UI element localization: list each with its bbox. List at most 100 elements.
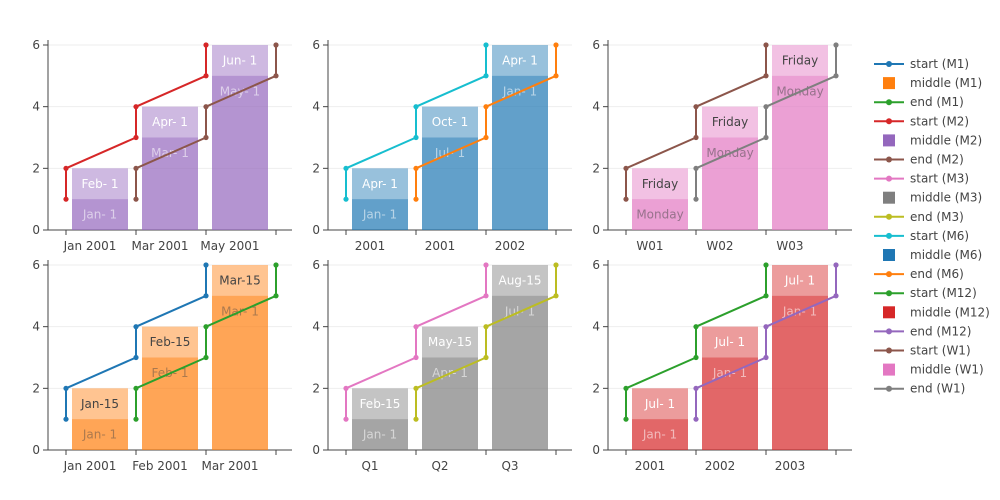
start-point — [693, 134, 699, 141]
end-point — [763, 134, 769, 141]
legend-bar-swatch — [883, 363, 895, 376]
bar-label: Friday — [642, 177, 678, 191]
x-tick-label: 2001 — [355, 239, 386, 253]
bar-inner-label: Monday — [636, 208, 683, 222]
legend-item: end (M2) — [874, 153, 964, 167]
legend-marker — [886, 385, 892, 392]
end-point — [693, 416, 699, 422]
start-point — [623, 385, 629, 391]
start-point — [133, 354, 139, 361]
x-tick-label: Q1 — [361, 459, 378, 473]
bar-label: Friday — [782, 53, 818, 67]
x-tick-label: Feb 2001 — [132, 459, 188, 473]
y-tick-label: 0 — [592, 223, 600, 237]
y-tick-label: 2 — [32, 381, 40, 395]
start-point — [763, 262, 769, 268]
end-point — [413, 196, 419, 202]
legend-item: middle (M3) — [883, 191, 982, 205]
bar-top-segment — [72, 168, 128, 200]
end-point — [203, 354, 209, 361]
x-tick-label: 2003 — [775, 459, 806, 473]
end-point — [133, 196, 139, 202]
x-tick-label: 2001 — [635, 459, 666, 473]
y-tick-label: 4 — [312, 320, 320, 334]
bar — [492, 45, 548, 230]
end-line — [695, 265, 837, 420]
start-point — [623, 416, 629, 422]
start-point — [133, 104, 139, 110]
legend-marker — [886, 347, 892, 354]
start-line — [65, 265, 207, 420]
start-point — [413, 104, 419, 110]
end-line — [135, 45, 277, 200]
bar-inner-label: Jan- 1 — [642, 428, 677, 442]
legend-item: middle (M1) — [883, 76, 982, 90]
bar-top-segment — [702, 326, 758, 358]
y-tick-label: 0 — [32, 443, 40, 457]
bar — [212, 45, 268, 230]
legend-marker — [886, 328, 892, 335]
start-point — [413, 324, 419, 330]
start-point — [763, 293, 769, 299]
y-tick-label: 6 — [312, 258, 320, 272]
legend-label: end (M12) — [910, 324, 971, 338]
start-point — [343, 196, 349, 202]
bar-top-segment — [142, 106, 198, 138]
x-tick-label: W02 — [706, 239, 733, 253]
legend-item: end (M12) — [874, 324, 971, 338]
bar — [142, 106, 198, 230]
legend-item: middle (W1) — [883, 363, 984, 377]
bar-label: Jul- 1 — [714, 335, 745, 349]
end-point — [833, 42, 839, 48]
start-point — [693, 104, 699, 110]
y-tick-label: 0 — [592, 443, 600, 457]
bar-inner-label: Jan- 1 — [82, 428, 117, 442]
x-tick-label: Q2 — [431, 459, 448, 473]
bar-top-segment — [72, 388, 128, 420]
end-point — [483, 354, 489, 361]
legend-item: end (M6) — [874, 267, 964, 281]
bar-top-segment — [212, 45, 268, 76]
legend-item: middle (M2) — [883, 133, 982, 147]
legend-marker — [886, 213, 892, 220]
bar-label: Feb-15 — [360, 397, 401, 411]
end-point — [693, 385, 699, 391]
bar-label: Apr- 1 — [502, 53, 538, 67]
bar — [772, 45, 828, 230]
legend-label: end (M1) — [910, 95, 964, 109]
bar-label: Aug-15 — [498, 273, 541, 287]
y-tick-label: 4 — [592, 100, 600, 114]
y-tick-label: 6 — [32, 38, 40, 52]
start-point — [203, 293, 209, 299]
legend-item: middle (M12) — [883, 305, 990, 319]
legend-marker — [886, 271, 892, 278]
end-point — [273, 42, 279, 48]
end-line — [135, 265, 277, 420]
start-point — [133, 134, 139, 141]
start-point — [413, 134, 419, 141]
end-point — [833, 293, 839, 299]
bar-top-segment — [702, 106, 758, 138]
start-point — [203, 73, 209, 79]
legend-bar-swatch — [883, 191, 895, 204]
x-tick-label: 2001 — [425, 239, 456, 253]
bar-top-segment — [632, 388, 688, 420]
end-point — [483, 134, 489, 141]
bar-inner-label: Jan- 1 — [82, 208, 117, 222]
start-point — [623, 165, 629, 171]
y-tick-label: 6 — [312, 38, 320, 52]
y-tick-label: 2 — [592, 161, 600, 175]
y-tick-label: 0 — [32, 223, 40, 237]
start-point — [133, 324, 139, 330]
bar-top-segment — [422, 326, 478, 358]
start-point — [63, 196, 69, 202]
subplot-panel-W1: 0246FridayMondayFridayMondayFridayMonday… — [592, 38, 852, 253]
y-tick-label: 4 — [32, 320, 40, 334]
start-point — [483, 262, 489, 268]
bar — [72, 388, 128, 450]
end-point — [693, 165, 699, 171]
x-tick-label: 2002 — [705, 459, 736, 473]
legend-bar-swatch — [883, 134, 895, 147]
bar — [422, 326, 478, 450]
